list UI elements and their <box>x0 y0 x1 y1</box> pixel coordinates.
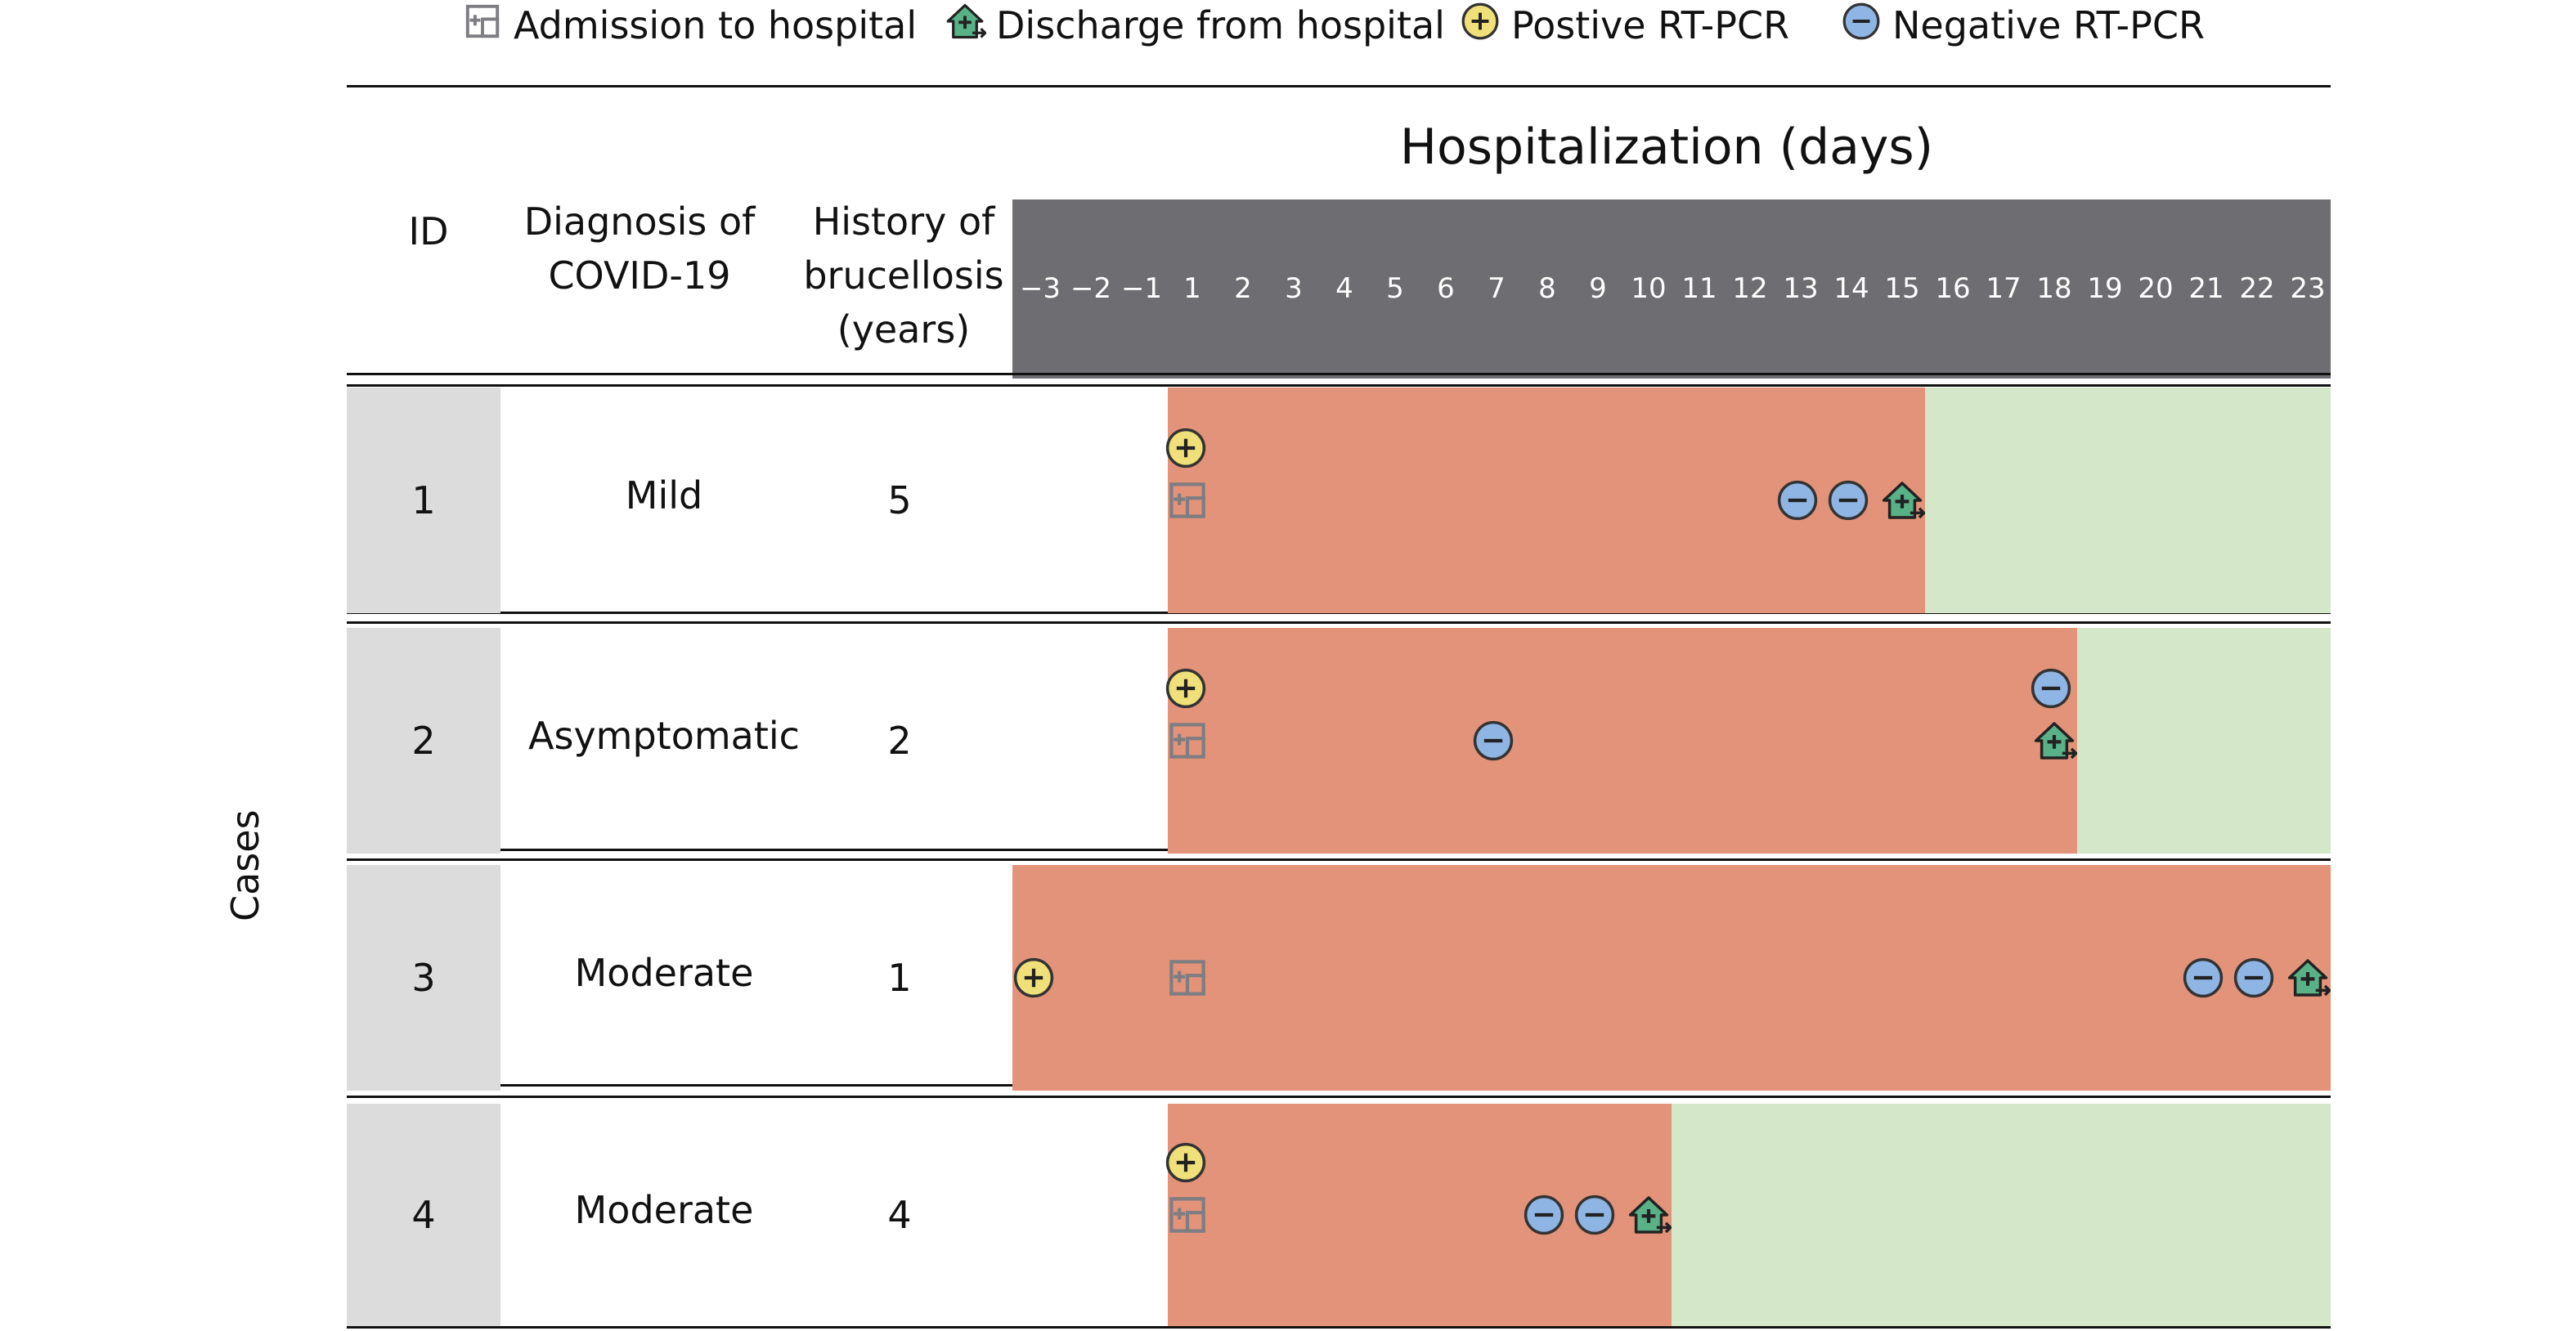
legend-admission-label: Admission to hospital <box>514 3 918 47</box>
header-history-line2: brucellosis <box>803 253 1004 298</box>
post-discharge-bar <box>1672 1104 2331 1326</box>
day-tick-24: 22 <box>2239 272 2275 305</box>
day-tick-20: 18 <box>2036 272 2072 305</box>
discharge-house-icon <box>1626 1192 1672 1238</box>
case-brucellosis-history: 2 <box>887 719 912 763</box>
positive-rtpcr-icon <box>1011 955 1057 1001</box>
admission-icon <box>1165 1192 1210 1238</box>
top-rule <box>347 85 2331 87</box>
legend-positive-label: Postive RT-PCR <box>1511 3 1790 47</box>
header-diagnosis-line2: COVID-19 <box>548 253 731 298</box>
negative-rtpcr-icon <box>2231 955 2277 1001</box>
header-id: ID <box>408 209 449 253</box>
positive-rtpcr-icon <box>1163 425 1209 471</box>
day-tick-13: 11 <box>1681 272 1717 305</box>
day-tick-1: −2 <box>1070 272 1112 305</box>
day-tick-22: 20 <box>2138 272 2174 305</box>
day-tick-21: 19 <box>2087 272 2123 305</box>
day-tick-11: 9 <box>1589 272 1607 305</box>
legend-negative-label: Negative RT-PCR <box>1892 3 2205 47</box>
case-id: 2 <box>411 719 436 763</box>
chart-title: Hospitalization (days) <box>1399 119 1934 176</box>
day-tick-18: 16 <box>1935 272 1971 305</box>
admission-icon <box>461 0 504 52</box>
day-tick-0: −3 <box>1019 272 1061 305</box>
day-tick-10: 8 <box>1538 272 1556 305</box>
legend-admission: Admission to hospital <box>461 0 917 51</box>
case-brucellosis-history: 1 <box>887 956 912 1000</box>
positive-rtpcr-icon <box>1459 0 1501 52</box>
discharge-house-icon <box>944 0 987 52</box>
negative-rtpcr-icon <box>1470 718 1516 764</box>
admission-icon <box>1165 477 1210 523</box>
day-tick-8: 6 <box>1437 272 1455 305</box>
case-diagnosis: Moderate <box>574 951 754 995</box>
day-tick-7: 5 <box>1386 272 1404 305</box>
row-id-cell <box>347 628 500 854</box>
day-tick-5: 3 <box>1285 272 1303 305</box>
row-id-cell <box>347 1104 500 1326</box>
header-history: History of brucellosis (years) <box>785 195 1022 356</box>
day-tick-16: 14 <box>1833 272 1869 305</box>
negative-rtpcr-icon <box>1825 477 1871 523</box>
header-diagnosis-line1: Diagnosis of <box>523 199 756 244</box>
row-separator-1 <box>347 384 2331 387</box>
discharge-house-icon <box>2031 718 2077 764</box>
legend-negative: Negative RT-PCR <box>1840 0 2205 51</box>
case-diagnosis: Mild <box>625 473 703 518</box>
negative-rtpcr-icon <box>2180 955 2226 1001</box>
negative-rtpcr-icon <box>1521 1192 1567 1238</box>
day-tick-14: 12 <box>1732 272 1768 305</box>
hospital-stay-bar <box>1168 628 2077 854</box>
negative-rtpcr-icon <box>2028 666 2074 711</box>
day-tick-2: −1 <box>1120 272 1163 305</box>
day-axis-band <box>1012 199 2331 379</box>
admission-icon <box>1165 955 1210 1001</box>
row-separator-8 <box>347 1326 2331 1329</box>
legend-discharge: Discharge from hospital <box>944 0 1445 51</box>
case-id: 3 <box>411 956 436 1000</box>
negative-rtpcr-icon <box>1775 477 1820 523</box>
header-history-line3: (years) <box>837 307 971 352</box>
case-id: 4 <box>411 1193 436 1237</box>
day-tick-23: 21 <box>2188 272 2224 305</box>
row-id-cell <box>347 388 500 613</box>
header-history-line1: History of <box>812 199 995 244</box>
negative-rtpcr-icon <box>1572 1192 1618 1238</box>
header-diagnosis: Diagnosis of COVID-19 <box>500 195 779 302</box>
day-tick-9: 7 <box>1488 272 1506 305</box>
day-tick-3: 1 <box>1183 272 1201 305</box>
case-brucellosis-history: 4 <box>887 1193 912 1237</box>
case-diagnosis: Asymptomatic <box>528 714 800 758</box>
day-tick-6: 4 <box>1335 272 1353 305</box>
day-tick-15: 13 <box>1783 272 1819 305</box>
row-separator-3 <box>347 621 2331 624</box>
day-tick-25: 23 <box>2290 272 2326 305</box>
case-brucellosis-history: 5 <box>887 478 912 522</box>
row-separator-7 <box>347 1096 2331 1098</box>
day-tick-12: 10 <box>1631 272 1667 305</box>
positive-rtpcr-icon <box>1163 1140 1209 1185</box>
post-discharge-bar <box>2077 628 2331 854</box>
discharge-house-icon <box>2285 955 2331 1001</box>
case-id: 1 <box>411 478 436 522</box>
positive-rtpcr-icon <box>1163 666 1209 711</box>
day-tick-17: 15 <box>1884 272 1920 305</box>
cases-axis-label: Cases <box>223 809 267 921</box>
negative-rtpcr-icon <box>1840 0 1883 52</box>
case-diagnosis: Moderate <box>574 1188 754 1232</box>
row-separator-0 <box>347 373 2331 375</box>
admission-icon <box>1165 718 1210 764</box>
post-discharge-bar <box>1925 388 2331 613</box>
legend-discharge-label: Discharge from hospital <box>996 3 1445 47</box>
hospital-stay-bar <box>1012 865 2331 1091</box>
day-tick-4: 2 <box>1234 272 1252 305</box>
day-tick-19: 17 <box>1986 272 2022 305</box>
row-separator-5 <box>347 858 2331 861</box>
legend-positive: Postive RT-PCR <box>1459 0 1789 51</box>
row-id-cell <box>347 865 500 1091</box>
discharge-house-icon <box>1879 477 1925 523</box>
